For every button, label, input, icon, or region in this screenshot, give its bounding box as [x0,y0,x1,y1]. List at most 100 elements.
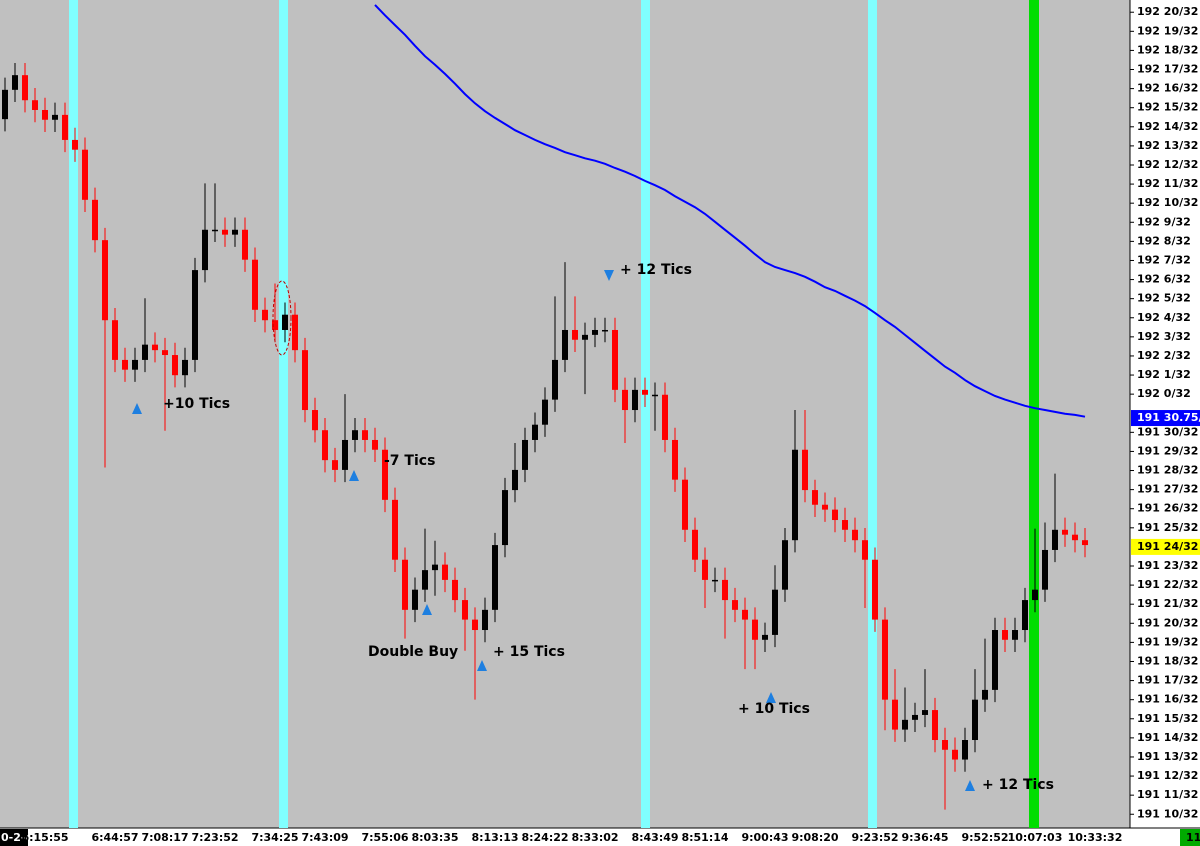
candle-body [812,490,818,505]
plot-area [0,0,1130,828]
y-tick-label: 191 30/32 [1137,425,1198,438]
price-marker [1131,410,1200,427]
x-tick-label: 9:08:20 [791,831,838,844]
candle-body [972,699,978,741]
candle-body [792,449,798,541]
moving-average [374,4,1086,418]
candle-body [442,564,448,580]
x-tick-label: 8:13:13 [471,831,518,844]
y-tick-label: 191 17/32 [1137,674,1198,687]
candle-body [162,350,168,356]
candle-body [1072,534,1078,541]
candle-body [462,600,468,620]
candle-body [112,320,118,360]
candle-body [682,479,688,530]
x-tick-label: 6:15:55 [21,831,68,844]
candle-body [782,540,788,590]
y-tick-label: 191 11/32 [1137,788,1198,801]
marks [2,4,1088,810]
candle-body [502,490,508,546]
buy-arrow [349,470,359,481]
y-tick-label: 191 18/32 [1137,654,1198,667]
candle-body [592,329,598,335]
y-tick-label: 191 13/32 [1137,750,1198,763]
candle-body [542,399,548,425]
candle-body [942,740,948,750]
candle-body [92,199,98,241]
candle-body [832,509,838,521]
y-tick-label: 192 8/32 [1137,234,1191,247]
candle-body [612,329,618,390]
x-tick-label: 8:51:14 [681,831,728,844]
candle-body [642,389,648,395]
y-tick-label: 192 2/32 [1137,349,1191,362]
session-band [868,0,877,828]
candle-body [802,449,808,491]
candle-body [422,570,428,590]
candle-body [712,579,718,582]
y-tick-label: 191 22/32 [1137,578,1198,591]
candle-body [762,634,768,640]
x-tick-label: 9:36:45 [901,831,948,844]
candle-body [342,439,348,470]
annotation: -7 Tics [384,453,435,469]
candle-body [132,359,138,370]
x-tick-label: 7:34:25 [251,831,298,844]
session-band [69,0,78,828]
y-tick-label: 192 9/32 [1137,215,1191,228]
candle-body [292,314,298,351]
candle-body [82,149,88,200]
candle-body [382,449,388,500]
x-tick-label: 7:23:52 [191,831,238,844]
y-tick-label: 191 20/32 [1137,616,1198,629]
candle-body [12,75,18,90]
y-tick-label: 191 27/32 [1137,483,1198,496]
y-tick-label: 191 16/32 [1137,693,1198,706]
y-tick-label: 191 29/32 [1137,444,1198,457]
candle-body [1042,549,1048,590]
candle-body [372,439,378,450]
candle-body [1032,589,1038,601]
candle-body [1022,600,1028,631]
y-tick-label: 192 15/32 [1137,101,1198,114]
candle-body [752,619,758,640]
candle-body [1002,630,1008,640]
price-marker [1131,538,1200,555]
buy-arrow [766,692,776,703]
y-tick-label: 191 12/32 [1137,769,1198,782]
candle-body [32,100,38,110]
candle-body [1052,529,1058,550]
current-band [1029,0,1039,828]
buy-arrow [422,604,432,615]
candle-body [492,545,498,610]
buy-arrow [477,660,487,671]
candle-body [182,359,188,376]
candle-body [552,359,558,400]
y-tick-label: 192 16/32 [1137,82,1198,95]
candle-body [842,520,848,530]
annotation: + 10 Tics [738,701,810,717]
x-tick-label: 8:24:22 [521,831,568,844]
candle-body [602,329,608,332]
candle-body [522,439,528,470]
session-band [279,0,288,828]
candle-body [672,439,678,480]
candle-body [732,600,738,610]
candle-body [152,344,158,351]
x-tick-label: 6:44:57 [91,831,138,844]
y-tick-label: 192 12/32 [1137,158,1198,171]
y-tick-label: 191 28/32 [1137,464,1198,477]
candle-body [932,710,938,741]
candle-body [652,394,658,397]
y-tick-label: 192 7/32 [1137,253,1191,266]
candle-body [692,529,698,560]
y-tick-label: 191 26/32 [1137,502,1198,515]
candle-body [852,529,858,541]
sell-arrow [604,270,614,281]
candle-body [392,499,398,560]
annotation: + 12 Tics [620,262,692,278]
candle-body [362,430,368,440]
candle-body [62,114,68,140]
candle-body [142,344,148,360]
x-tick-label: 10:33:32 [1068,831,1123,844]
